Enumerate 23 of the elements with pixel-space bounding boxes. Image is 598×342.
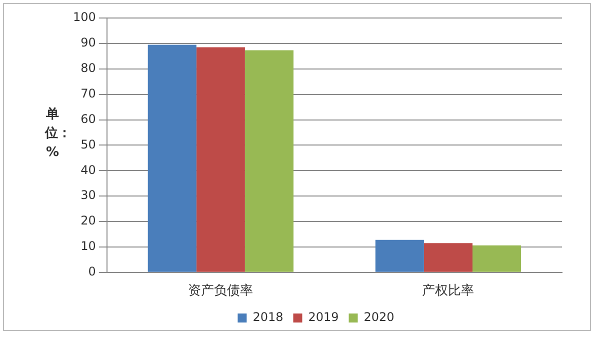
legend-label: 2018 bbox=[252, 310, 284, 324]
y-tick-label: 80 bbox=[80, 61, 96, 76]
y-tick-label: 60 bbox=[80, 112, 96, 126]
bar bbox=[244, 50, 294, 272]
y-tick-label: 50 bbox=[80, 137, 96, 152]
y-tick-label: 40 bbox=[80, 162, 96, 177]
x-tick-label: 资产负债率 bbox=[188, 282, 254, 299]
bar bbox=[148, 44, 196, 272]
x-tick-label: 产权比率 bbox=[422, 282, 474, 299]
y-tick-label: 20 bbox=[80, 214, 96, 228]
bar bbox=[375, 240, 424, 272]
y-tick-label: 0 bbox=[88, 264, 96, 279]
bar bbox=[424, 243, 472, 272]
y-tick-label: 70 bbox=[80, 86, 96, 100]
bar bbox=[196, 47, 245, 272]
y-tick-label: 30 bbox=[80, 188, 96, 202]
legend-label: 2019 bbox=[308, 310, 339, 324]
y-tick-label: 90 bbox=[80, 36, 96, 50]
legend-label: 2020 bbox=[364, 310, 394, 324]
bar bbox=[472, 245, 522, 272]
y-tick-label: 10 bbox=[80, 239, 96, 254]
y-tick-label: 100 bbox=[73, 10, 96, 24]
y-axis-title: 单位：% bbox=[45, 106, 71, 162]
